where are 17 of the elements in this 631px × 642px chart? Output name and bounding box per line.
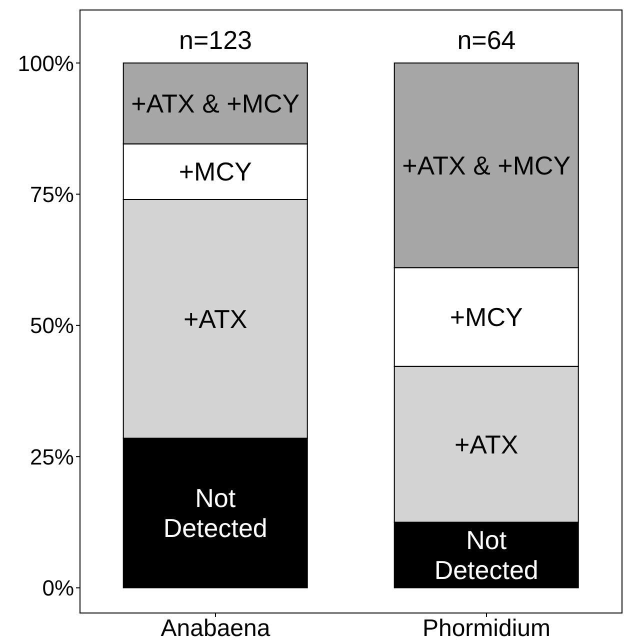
series-label: Not Detected [434,525,538,586]
y-tick-label: 50% [30,313,74,338]
x-tick-label: Anabaena [160,615,271,642]
text: +ATX & +MCY [131,88,300,118]
text: +MCY [450,302,523,332]
x-tick-label: Phormidium [422,615,551,642]
y-tick-label: 75% [30,182,74,208]
series-label: +ATX [454,429,518,460]
annotation: n=123 [178,25,252,56]
y-tick-label: 25% [30,444,74,470]
series-label: +ATX & +MCY [402,150,571,180]
series-label: +MCY [178,156,252,187]
text: Not Detected [163,483,268,544]
annotation: n=64 [457,25,516,56]
y-tick-label: 100% [18,50,74,76]
text: +ATX [183,304,248,334]
y-tick-label: 0% [42,576,74,601]
